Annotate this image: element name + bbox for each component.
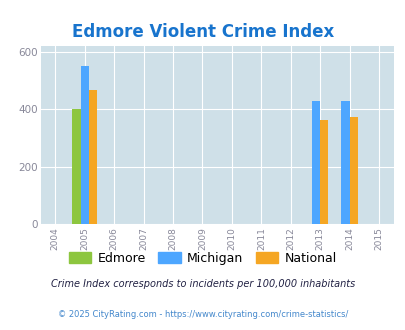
Text: Edmore Violent Crime Index: Edmore Violent Crime Index [72, 23, 333, 41]
Legend: Edmore, Michigan, National: Edmore, Michigan, National [64, 247, 341, 270]
Bar [81, 66, 89, 224]
Text: © 2025 CityRating.com - https://www.cityrating.com/crime-statistics/: © 2025 CityRating.com - https://www.city… [58, 310, 347, 319]
Bar [311, 101, 320, 224]
Bar [72, 110, 81, 224]
Bar [89, 90, 97, 224]
Bar [349, 116, 357, 224]
Text: Crime Index corresponds to incidents per 100,000 inhabitants: Crime Index corresponds to incidents per… [51, 279, 354, 289]
Bar [320, 120, 328, 224]
Bar [341, 101, 349, 224]
